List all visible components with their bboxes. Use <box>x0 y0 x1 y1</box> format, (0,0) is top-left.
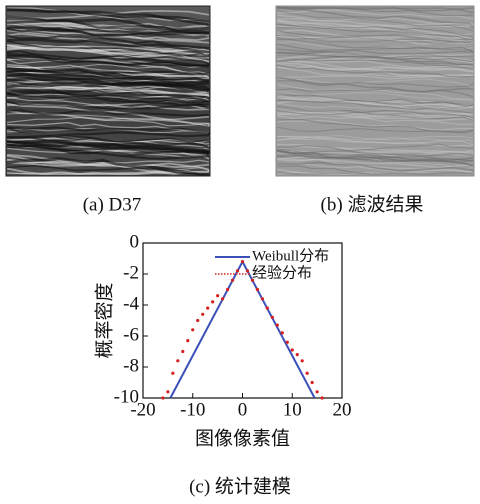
caption-c: (c) 统计建模 <box>189 475 291 497</box>
data-point <box>276 324 279 327</box>
data-point <box>296 353 299 356</box>
data-point <box>266 307 269 310</box>
caption-b: (b) 滤波结果 <box>321 193 424 215</box>
y-tick-label: -8 <box>123 355 139 376</box>
data-point <box>281 331 284 334</box>
data-point <box>206 307 209 310</box>
x-tick-label: 10 <box>283 399 302 420</box>
data-point <box>306 372 309 375</box>
data-point <box>161 396 164 399</box>
data-point <box>246 269 249 272</box>
x-axis-label: 图像像素值 <box>195 427 290 449</box>
data-point <box>166 390 169 393</box>
y-tick-label: 0 <box>130 231 140 252</box>
data-point <box>261 297 264 300</box>
legend-label: 经验分布 <box>252 264 312 281</box>
data-point <box>211 300 214 303</box>
caption-a: (a) D37 <box>83 194 142 215</box>
data-point <box>186 339 189 342</box>
x-tick-label: -10 <box>180 399 205 420</box>
data-point <box>216 294 219 297</box>
data-point <box>311 381 314 384</box>
data-point <box>291 348 294 351</box>
texture-image-b <box>276 6 474 176</box>
data-point <box>171 372 174 375</box>
x-tick-label: 20 <box>333 399 352 420</box>
data-point <box>201 313 204 316</box>
data-point <box>236 269 239 272</box>
data-point <box>181 350 184 353</box>
data-point <box>176 359 179 362</box>
x-tick-label: 0 <box>238 399 248 420</box>
data-point <box>271 316 274 319</box>
data-point <box>231 279 234 282</box>
data-point <box>191 328 194 331</box>
data-point <box>301 359 304 362</box>
y-tick-label: -2 <box>123 262 139 283</box>
y-tick-label: -6 <box>123 324 139 345</box>
data-point <box>321 396 324 399</box>
data-point <box>226 288 229 291</box>
figure: (a) D37 (b) 滤波结果 (c) 统计建模 -20-10010200-2… <box>0 0 480 504</box>
y-tick-label: -4 <box>123 293 139 314</box>
data-point <box>221 297 224 300</box>
data-point <box>286 341 289 344</box>
legend-label: Weibull分布 <box>252 247 329 264</box>
y-tick-label: -10 <box>114 386 139 407</box>
data-point <box>316 390 319 393</box>
texture-image-a <box>6 6 210 176</box>
data-point <box>256 288 259 291</box>
data-point <box>196 319 199 322</box>
data-point <box>241 260 244 263</box>
y-axis-label: 概率密度 <box>93 282 115 358</box>
